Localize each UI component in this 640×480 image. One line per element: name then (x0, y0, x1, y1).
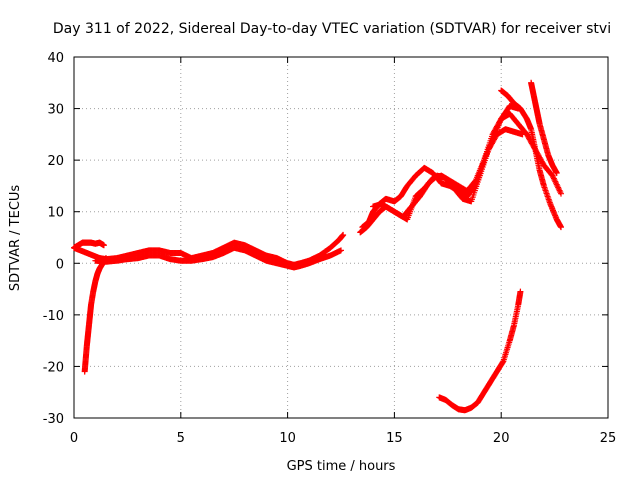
x-tick-label: 20 (493, 431, 510, 446)
data-point (338, 247, 344, 254)
y-tick-label: -20 (43, 360, 64, 375)
y-tick-label: 10 (47, 206, 64, 221)
x-tick-label: 25 (600, 431, 617, 446)
series-arc-late (498, 87, 565, 231)
y-tick-label: 20 (47, 154, 64, 169)
x-tick-label: 5 (177, 431, 185, 446)
series-arc-early-top (71, 239, 107, 251)
plot-frame (73, 56, 609, 419)
data-point (103, 255, 110, 262)
x-tick-label: 10 (279, 431, 296, 446)
x-axis-label: GPS time / hours (287, 459, 396, 474)
data-point (100, 242, 107, 249)
data-point (340, 231, 347, 238)
series-arc-main-lower (92, 244, 344, 271)
data-marks (71, 79, 565, 414)
series-arc-evening-mid (370, 110, 565, 223)
y-tick-label: -30 (43, 412, 64, 427)
series-arc-negative (436, 288, 524, 414)
data-point (517, 288, 524, 295)
axis-ticks: 0 5 10 15 20 25 -30 -20 -10 0 10 20 30 40 (43, 51, 617, 446)
series-arc-early-drop (81, 255, 110, 375)
x-tick-label: 0 (70, 431, 78, 446)
series-arc-late-peak (528, 79, 560, 177)
data-point (558, 190, 565, 197)
y-axis-label: SDTVAR / TECUs (8, 185, 23, 292)
chart-title: Day 311 of 2022, Sidereal Day-to-day VTE… (53, 21, 611, 37)
data-point (558, 224, 565, 231)
y-tick-label: 40 (47, 51, 64, 66)
data-point (553, 170, 560, 177)
y-tick-label: 0 (56, 257, 64, 272)
y-tick-label: 30 (47, 103, 64, 118)
x-tick-label: 15 (386, 431, 403, 446)
y-tick-label: -10 (43, 309, 64, 324)
